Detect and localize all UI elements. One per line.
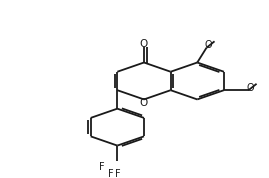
Text: O: O: [140, 98, 148, 108]
Text: O: O: [246, 83, 254, 93]
Text: F: F: [108, 169, 114, 178]
Text: O: O: [204, 40, 212, 50]
Text: O: O: [140, 39, 148, 49]
Text: F: F: [115, 169, 120, 178]
Text: F: F: [99, 162, 105, 172]
